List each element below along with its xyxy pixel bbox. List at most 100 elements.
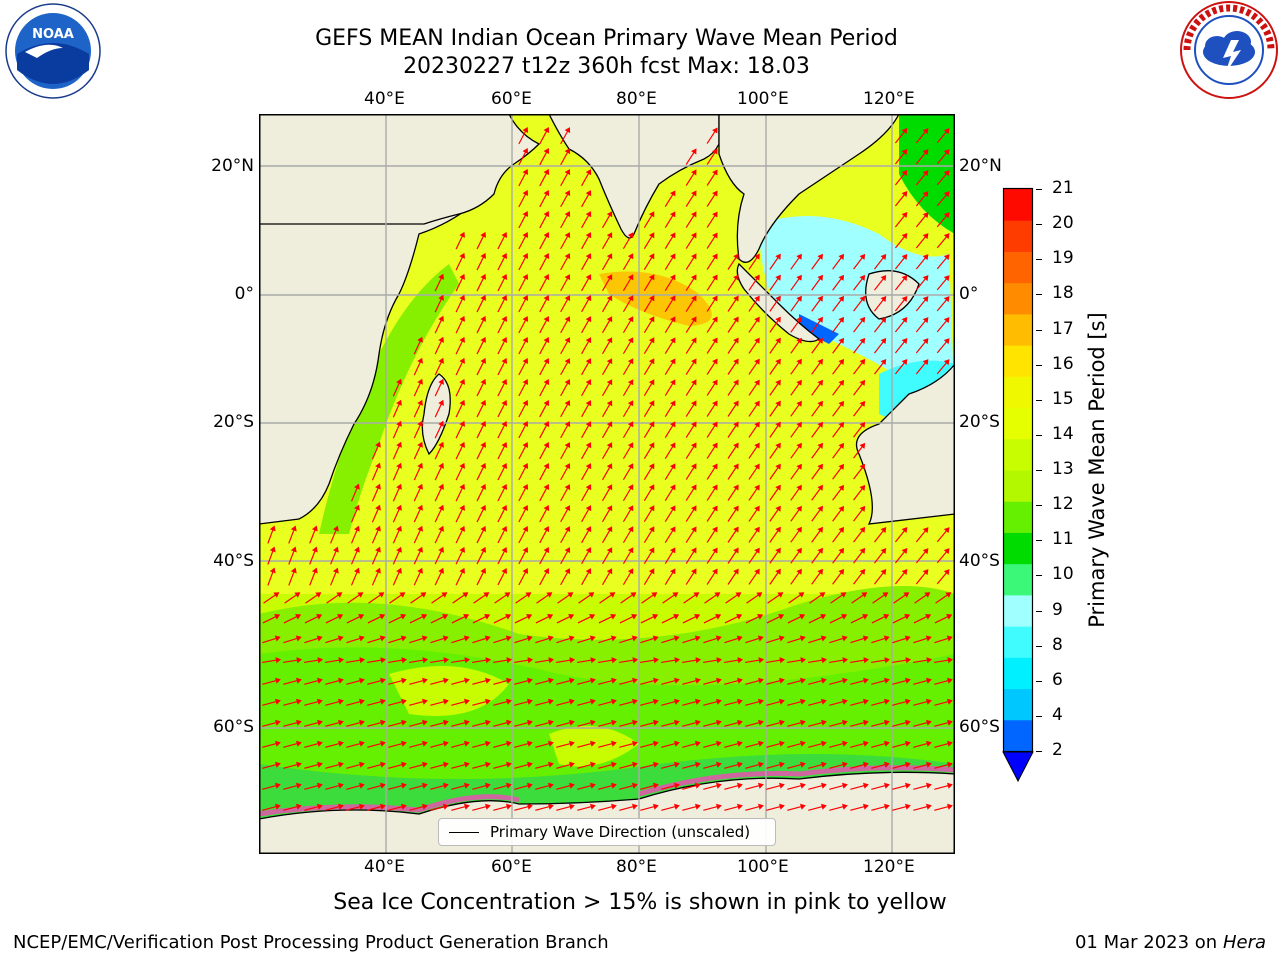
wave-vector-head (505, 740, 512, 747)
colorbar-tick-label: 13 (1052, 459, 1074, 479)
wave-vector-head (694, 761, 701, 768)
wave-vector-head (673, 719, 680, 726)
wave-vector-head (459, 462, 465, 469)
wave-vector-head (606, 295, 613, 302)
wave-vector-head (694, 740, 701, 747)
wave-vector-head (862, 782, 869, 789)
wave-vector-head (438, 567, 444, 574)
wave-vector-head (585, 379, 592, 386)
wave-vector-head (526, 614, 533, 620)
wave-vector-head (421, 782, 428, 789)
colorbar-tick-mark (1036, 470, 1042, 471)
wave-vector-head (694, 614, 701, 620)
wave-vector-head (337, 635, 344, 642)
colorbar-segment (1004, 626, 1032, 658)
wave-vector-head (862, 719, 869, 726)
wave-vector-head (316, 719, 323, 726)
wave-vector-head (817, 274, 823, 281)
wave-vector-head (925, 677, 932, 684)
wave-vector-head (358, 677, 365, 684)
wave-vector-head (859, 253, 866, 260)
wave-vector-head (694, 782, 701, 789)
wave-vector-head (796, 526, 802, 533)
wave-vector-head (630, 592, 637, 598)
colorbar-tick-label: 18 (1052, 283, 1074, 304)
wave-vector-head (925, 803, 932, 810)
wave-vector-head (274, 719, 281, 726)
wave-vector-head (924, 592, 931, 598)
wave-vector-head (480, 462, 487, 469)
wave-vector-head (673, 635, 680, 642)
wave-vector-head (716, 657, 723, 664)
colorbar-segment (1004, 313, 1032, 346)
wave-vector-head (378, 592, 385, 598)
wave-vector-head (501, 420, 508, 427)
wave-vector-head (883, 677, 890, 684)
wave-vector-head (712, 421, 718, 428)
wave-vector-head (438, 420, 444, 427)
wave-vector-head (396, 546, 402, 553)
wave-vector-head (715, 782, 722, 789)
wave-vector-head (543, 232, 550, 239)
wave-vector-head (775, 379, 781, 386)
wave-vector-head (357, 592, 364, 598)
wave-vector-head (901, 128, 908, 135)
wave-vector-head (316, 698, 323, 705)
wave-vector-head (648, 568, 655, 575)
wave-vector-head (438, 441, 444, 448)
wave-vector-head (501, 294, 508, 301)
wave-vector-head (669, 316, 676, 323)
wave-vector-head (838, 505, 845, 512)
wave-vector-head (316, 782, 323, 789)
wave-vector-head (463, 614, 470, 620)
wave-vector-head (754, 379, 760, 386)
wave-vector-head (796, 505, 802, 512)
wave-vector-head (778, 740, 785, 747)
wave-vector-head (817, 253, 823, 260)
wave-vector-head (777, 592, 784, 598)
wave-vector-head (947, 657, 954, 664)
wave-vector-head (501, 336, 508, 343)
wave-vector-head (396, 483, 402, 490)
wave-vector-head (838, 526, 845, 533)
wave-vector-head (775, 295, 781, 302)
wave-vector-head (861, 592, 868, 598)
wave-vector-head (480, 441, 487, 448)
wave-vector-head (648, 484, 655, 491)
wave-vector-head (817, 379, 823, 386)
wave-vector-head (526, 803, 533, 810)
wave-vector-head (859, 442, 866, 449)
land-sumatra (736, 262, 821, 343)
wave-vector-head (754, 547, 760, 554)
wave-vector-head (568, 761, 575, 768)
wave-vector-head (799, 677, 806, 684)
wave-vector-head (501, 357, 508, 364)
wave-vector-head (648, 211, 655, 218)
wave-vector-head (590, 657, 597, 664)
lat-label-left-20n: 20°N (211, 156, 254, 176)
wave-vector-head (442, 719, 449, 726)
wave-vector-head (564, 274, 571, 281)
wave-vector-head (337, 677, 344, 684)
wave-vector-head (775, 253, 781, 260)
wave-vector-head (712, 211, 718, 218)
wave-vector-head (778, 719, 785, 726)
wave-vector-head (568, 614, 575, 620)
wave-vector-head (757, 782, 764, 789)
wave-vector-head (585, 400, 592, 407)
wave-vector-head (796, 253, 802, 260)
wave-vector-head (943, 233, 950, 240)
wave-vector-head (627, 295, 634, 302)
wave-vector-head (901, 317, 908, 324)
colorbar-tick-label: 12 (1052, 494, 1074, 515)
wave-vector-head (589, 761, 596, 768)
wave-vector-head (733, 379, 739, 386)
wave-vector-head (694, 635, 701, 642)
wave-vector-head (564, 463, 571, 470)
wave-vector-head (838, 358, 845, 365)
wave-vector-head (757, 635, 764, 642)
wave-vector-head (904, 698, 911, 705)
wave-vector-head (669, 337, 676, 344)
wave-vector-head (880, 547, 887, 554)
wave-vector-head (817, 463, 823, 470)
